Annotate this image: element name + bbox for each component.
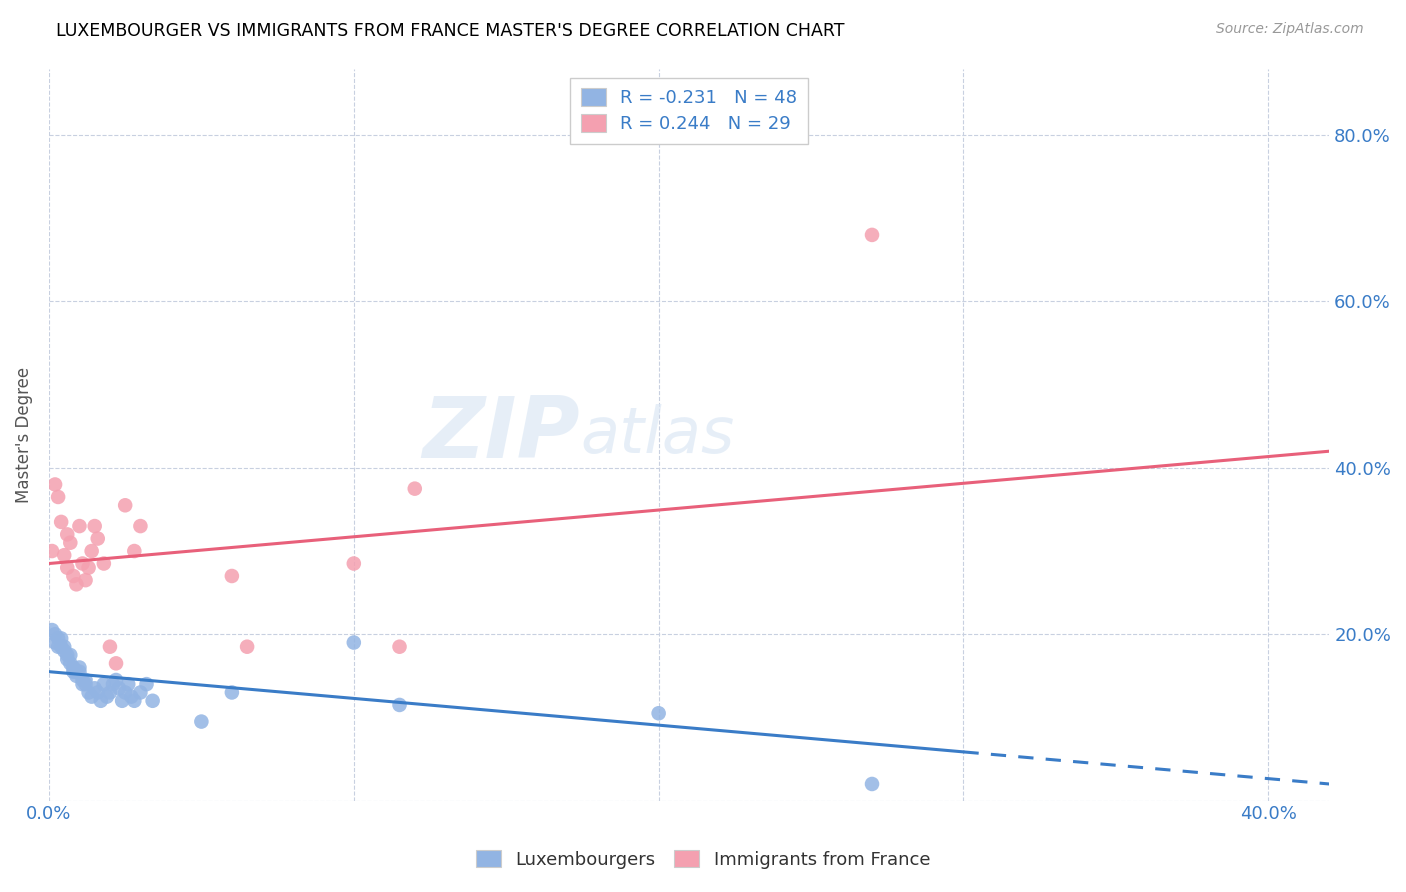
Point [59,657,82,671]
Point [51,640,73,654]
Point [44,627,66,641]
Text: atlas: atlas [581,403,734,466]
Point [51,632,73,646]
Point [62,665,84,679]
Point [65,665,87,679]
Point [62,660,84,674]
Point [77,560,100,574]
Point [343,635,366,649]
Text: LUXEMBOURGER VS IMMIGRANTS FROM FRANCE MASTER'S DEGREE CORRELATION CHART: LUXEMBOURGER VS IMMIGRANTS FROM FRANCE M… [56,22,845,40]
Point [83,681,105,696]
Point [46,640,69,654]
Point [62,569,84,583]
Point [46,490,69,504]
Point [98,685,121,699]
Point [53,640,76,654]
Point [124,694,146,708]
Point [129,685,152,699]
Point [860,227,883,242]
Point [46,632,69,646]
Point [388,640,411,654]
Point [53,548,76,562]
Legend: R = -0.231   N = 48, R = 0.244   N = 29: R = -0.231 N = 48, R = 0.244 N = 29 [569,78,808,144]
Point [59,535,82,549]
Point [108,681,131,696]
Point [75,573,97,587]
Point [135,677,157,691]
Legend: Luxembourgers, Immigrants from France: Luxembourgers, Immigrants from France [468,843,938,876]
Point [124,544,146,558]
Point [59,648,82,662]
Point [860,777,883,791]
Point [105,657,128,671]
Point [75,677,97,691]
Point [72,673,94,687]
Point [90,694,112,708]
Point [87,685,110,699]
Point [83,519,105,533]
Point [96,690,118,704]
Y-axis label: Master's Degree: Master's Degree [15,367,32,502]
Point [190,714,212,729]
Point [56,652,79,666]
Point [75,673,97,687]
Point [65,577,87,591]
Point [80,544,103,558]
Point [117,677,139,691]
Point [87,532,110,546]
Point [65,669,87,683]
Point [56,560,79,574]
Point [53,644,76,658]
Point [120,690,142,704]
Point [93,677,115,691]
Point [56,527,79,541]
Point [388,698,411,712]
Point [69,660,91,674]
Text: ZIP: ZIP [423,393,581,476]
Point [69,519,91,533]
Point [404,482,426,496]
Point [44,477,66,491]
Point [56,648,79,662]
Point [77,685,100,699]
Text: Source: ZipAtlas.com: Source: ZipAtlas.com [1216,22,1364,37]
Point [142,694,165,708]
Point [69,665,91,679]
Point [647,706,669,721]
Point [41,544,63,558]
Point [51,515,73,529]
Point [343,557,366,571]
Point [44,635,66,649]
Point [114,498,136,512]
Point [129,519,152,533]
Point [98,640,121,654]
Point [72,677,94,691]
Point [72,557,94,571]
Point [114,685,136,699]
Point [101,677,124,691]
Point [93,557,115,571]
Point [80,690,103,704]
Point [221,685,243,699]
Point [236,640,259,654]
Point [105,673,128,687]
Point [221,569,243,583]
Point [41,623,63,637]
Point [111,694,134,708]
